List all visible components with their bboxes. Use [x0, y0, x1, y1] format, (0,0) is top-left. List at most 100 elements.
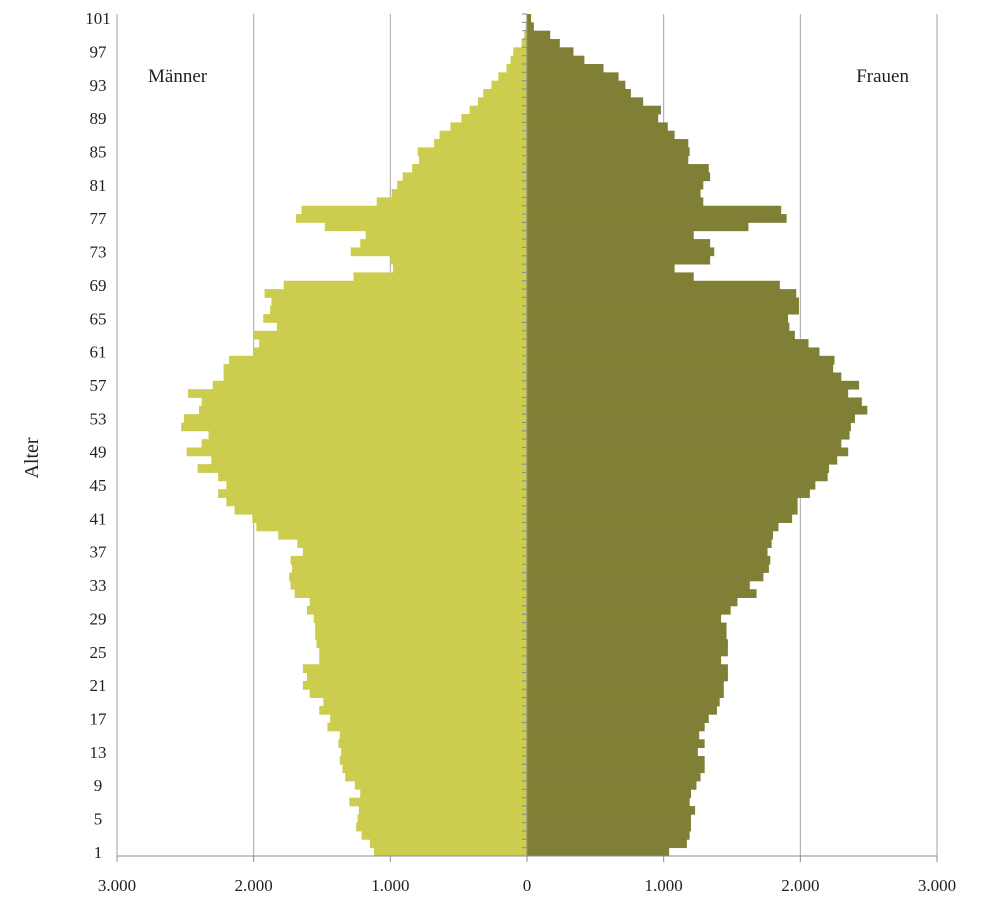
bar-maenner: [376, 197, 527, 207]
bar-frauen: [527, 439, 842, 448]
bar-maenner: [339, 755, 527, 765]
y-tick-label: 17: [90, 709, 108, 728]
bar-maenner: [524, 30, 527, 40]
bar-maenner: [319, 705, 527, 715]
bar-frauen: [527, 739, 705, 749]
y-tick-label: 53: [90, 409, 107, 428]
y-tick-label: 41: [90, 509, 107, 528]
bar-frauen: [527, 639, 728, 648]
bar-maenner: [373, 847, 527, 857]
bar-maenner: [356, 822, 527, 832]
bar-maenner: [412, 164, 527, 173]
bar-maenner: [358, 805, 527, 815]
y-tick-label: 93: [90, 76, 107, 95]
bar-frauen: [527, 364, 834, 373]
bar-maenner: [357, 814, 527, 824]
bar-maenner: [218, 489, 527, 498]
bar-maenner: [313, 614, 527, 623]
y-tick-label: 49: [90, 443, 107, 462]
bar-maenner: [345, 772, 527, 782]
bar-frauen: [527, 30, 551, 40]
bar-maenner: [342, 764, 527, 774]
bar-maenner: [450, 122, 527, 132]
bar-frauen: [527, 114, 659, 123]
x-tick-labels: 3.000 2.000 1.000 0 1.000 2.000 3.000: [98, 876, 956, 895]
bar-frauen: [527, 322, 790, 332]
bar-maenner: [294, 589, 527, 598]
bar-frauen: [527, 547, 768, 557]
bar-maenner: [323, 697, 527, 707]
bar-maenner: [302, 547, 527, 557]
bar-maenner: [324, 222, 527, 232]
bar-frauen: [527, 789, 691, 799]
y-tick-label: 1: [94, 843, 103, 862]
bar-frauen: [527, 305, 799, 315]
bar-maenner: [197, 464, 527, 473]
bar-frauen: [527, 72, 619, 82]
bar-maenner: [211, 455, 528, 465]
bar-maenner: [226, 497, 528, 507]
maenner-label: Männer: [148, 66, 208, 87]
frauen-bars: [527, 14, 868, 857]
x-tick-label: 3.000: [98, 876, 136, 895]
bar-maenner: [283, 280, 527, 290]
bar-maenner: [349, 797, 527, 807]
bar-maenner: [309, 689, 527, 699]
bar-frauen: [527, 797, 690, 807]
bar-maenner: [270, 305, 527, 315]
bar-frauen: [527, 472, 828, 482]
y-tick-label: 21: [90, 676, 107, 695]
bar-maenner: [365, 230, 527, 240]
bar-maenner: [252, 514, 528, 523]
bar-maenner: [469, 105, 527, 115]
bar-frauen: [527, 647, 728, 657]
bar-maenner: [289, 572, 527, 582]
y-tick-label: 81: [90, 176, 107, 195]
bar-frauen: [527, 355, 835, 365]
bar-maenner: [290, 580, 527, 590]
y-tick-labels: 1 5 9 13 17 21 25 29 33 37 41 45 49 53 57 61 65 69 73 77 81 8…: [85, 9, 111, 862]
bar-maenner: [276, 322, 527, 332]
axes: [116, 13, 938, 862]
bar-frauen: [527, 264, 675, 273]
bar-maenner: [253, 330, 527, 340]
bar-frauen: [527, 347, 820, 357]
bar-frauen: [527, 339, 809, 348]
bar-maenner: [263, 314, 527, 323]
bar-maenner: [290, 555, 527, 565]
bar-frauen: [527, 164, 709, 173]
bar-frauen: [527, 239, 711, 248]
x-tick-label: 2.000: [235, 876, 273, 895]
bar-frauen: [527, 255, 711, 265]
bar-maenner: [264, 289, 527, 298]
bar-maenner: [234, 505, 528, 515]
y-tick-label: 89: [90, 109, 107, 128]
bar-frauen: [527, 289, 797, 298]
bar-maenner: [341, 747, 527, 757]
bar-frauen: [527, 464, 830, 473]
bar-frauen: [527, 97, 644, 107]
bar-frauen: [527, 222, 749, 232]
bar-frauen: [527, 214, 787, 223]
bar-maenner: [419, 155, 527, 165]
bar-frauen: [527, 22, 534, 32]
bar-frauen: [527, 280, 780, 290]
bar-maenner: [483, 89, 527, 98]
bar-maenner: [226, 480, 528, 490]
bar-maenner: [253, 347, 527, 357]
bar-frauen: [527, 714, 709, 724]
y-tick-label: 57: [90, 376, 108, 395]
bar-frauen: [527, 447, 849, 457]
y-tick-label: 61: [90, 343, 107, 362]
bar-maenner: [229, 355, 528, 365]
bar-frauen: [527, 622, 727, 632]
bar-frauen: [527, 130, 675, 140]
bar-frauen: [527, 422, 851, 432]
bar-maenner: [188, 389, 528, 398]
bar-frauen: [527, 555, 771, 565]
bar-maenner: [315, 630, 527, 640]
bar-frauen: [527, 814, 691, 824]
bar-maenner: [461, 114, 527, 123]
frauen-label: Frauen: [856, 66, 909, 87]
bar-maenner: [309, 597, 527, 607]
